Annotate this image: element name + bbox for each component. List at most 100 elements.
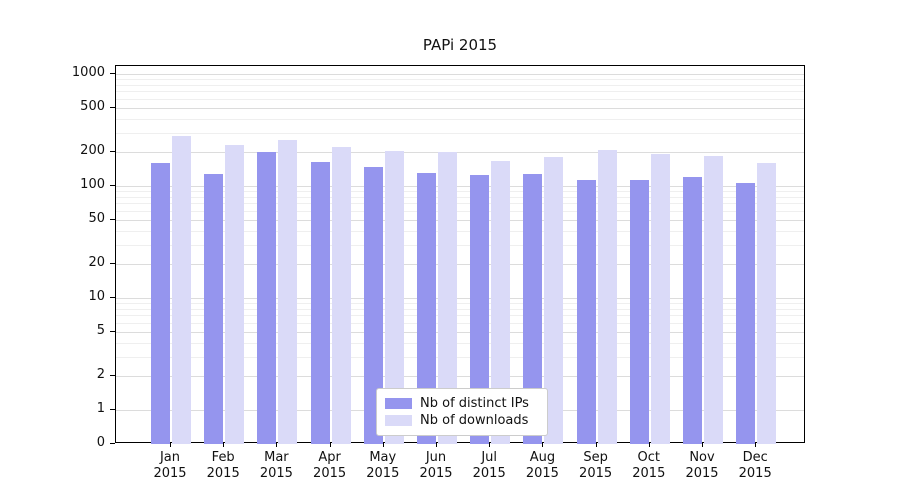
gridline-minor	[116, 196, 804, 198]
x-tick-label-line: 2015	[313, 466, 347, 481]
bar-downloads	[491, 160, 511, 444]
x-tick-label: Nov 2015	[672, 450, 732, 482]
x-tick-label: Sep 2015	[566, 450, 626, 482]
chart-title: PAPi 2015	[422, 36, 498, 54]
bar-downloads	[650, 154, 670, 444]
gridline-minor	[116, 132, 804, 134]
bar-downloads	[331, 147, 351, 444]
x-tick-mark	[276, 443, 278, 447]
bar-downloads	[172, 135, 191, 444]
y-tick-mark	[110, 185, 115, 186]
gridline-minor	[116, 84, 804, 86]
legend: Nb of distinct IPs Nb of downloads	[376, 388, 548, 436]
gridline-minor	[116, 315, 804, 317]
y-tick-label: 0	[96, 435, 105, 450]
gridline-major	[116, 107, 804, 109]
x-tick-label-line: Jan	[159, 450, 181, 465]
gridline-minor	[116, 356, 804, 358]
x-tick-label-line: 2015	[206, 466, 240, 481]
x-tick-label: Jan 2015	[140, 450, 200, 482]
y-tick-label: 200	[80, 143, 105, 159]
gridline-major	[116, 331, 804, 333]
bar-distinct-ips	[736, 183, 756, 444]
bar-downloads	[438, 152, 457, 444]
bar-downloads	[597, 150, 617, 444]
x-tick-label-line: 2015	[153, 466, 187, 481]
x-tick-label-line: Aug	[529, 450, 556, 465]
gridline-minor	[116, 244, 804, 246]
x-tick-label-line: Apr	[318, 450, 341, 465]
x-tick-mark	[755, 443, 757, 447]
bar-downloads	[384, 151, 404, 444]
y-tick-mark	[110, 409, 115, 410]
x-tick-label-line: 2015	[525, 466, 559, 481]
gridline-minor	[116, 308, 804, 310]
x-tick-label-line: 2015	[259, 466, 293, 481]
y-tick-mark	[110, 297, 115, 298]
legend-item: Nb of distinct IPs	[385, 395, 537, 412]
y-tick-mark	[110, 151, 115, 153]
legend-swatch-distinct-ips	[385, 398, 412, 409]
y-tick-mark	[110, 443, 115, 444]
x-tick-label-line: Jul	[481, 450, 498, 465]
y-tick-label: 10	[88, 289, 105, 304]
y-tick-label: 100	[80, 177, 105, 192]
x-tick-label: Mar 2015	[246, 450, 306, 482]
gridline-minor	[116, 79, 804, 81]
bar-downloads	[544, 157, 564, 444]
x-tick-label-line: May	[369, 450, 397, 465]
legend-swatch-downloads	[385, 415, 412, 426]
bar-distinct-ips	[151, 163, 170, 444]
x-tick-mark	[382, 443, 384, 447]
y-tick-label: 1000	[71, 65, 105, 80]
x-tick-label: Jun 2015	[406, 450, 466, 482]
bar-distinct-ips	[523, 173, 543, 444]
legend-label: Nb of distinct IPs	[420, 396, 529, 411]
y-tick-label: 500	[80, 98, 105, 114]
x-tick-mark	[223, 443, 225, 447]
x-tick-label-line: 2015	[685, 466, 719, 481]
x-tick-label-line: 2015	[579, 466, 613, 481]
bar-distinct-ips	[310, 162, 330, 444]
x-tick-label: Jul 2015	[459, 450, 519, 482]
x-tick-mark	[329, 443, 331, 447]
gridline-major	[116, 152, 804, 154]
y-tick-label: 20	[88, 255, 105, 271]
gridline-major	[116, 74, 804, 75]
y-tick-mark	[110, 375, 115, 377]
bar-downloads	[757, 162, 777, 444]
x-tick-label-line: 2015	[472, 466, 506, 481]
x-tick-label-line: 2015	[632, 466, 666, 481]
y-tick-mark	[110, 106, 115, 108]
gridline-major	[116, 376, 804, 378]
bar-distinct-ips	[417, 173, 436, 444]
y-tick-mark	[110, 263, 115, 265]
y-tick-label: 1	[96, 401, 105, 416]
x-tick-mark	[648, 443, 650, 447]
y-tick-label: 50	[88, 210, 105, 226]
gridline-minor	[116, 230, 804, 232]
x-tick-mark	[702, 443, 703, 447]
bar-distinct-ips	[683, 177, 702, 444]
x-tick-label-line: Sep	[583, 450, 608, 465]
x-tick-label-line: Nov	[689, 450, 715, 465]
plot-area	[115, 65, 805, 444]
y-tick-label: 2	[96, 367, 105, 383]
x-tick-mark	[489, 443, 491, 447]
bar-distinct-ips	[629, 180, 649, 444]
bar-distinct-ips	[363, 166, 383, 444]
x-tick-label: Oct 2015	[619, 450, 679, 482]
x-tick-label-line: Jun	[425, 450, 447, 465]
y-tick-mark	[110, 73, 115, 74]
x-tick-mark	[595, 443, 597, 447]
gridline-minor	[116, 322, 804, 324]
y-tick-mark	[110, 218, 115, 220]
gridline-minor	[116, 303, 804, 305]
x-tick-label-line: 2015	[738, 466, 772, 481]
bar-distinct-ips	[204, 173, 224, 444]
x-tick-label: Dec 2015	[725, 450, 785, 482]
gridline-minor	[116, 203, 804, 205]
legend-label: Nb of downloads	[420, 413, 529, 428]
gridline-minor	[116, 191, 804, 193]
